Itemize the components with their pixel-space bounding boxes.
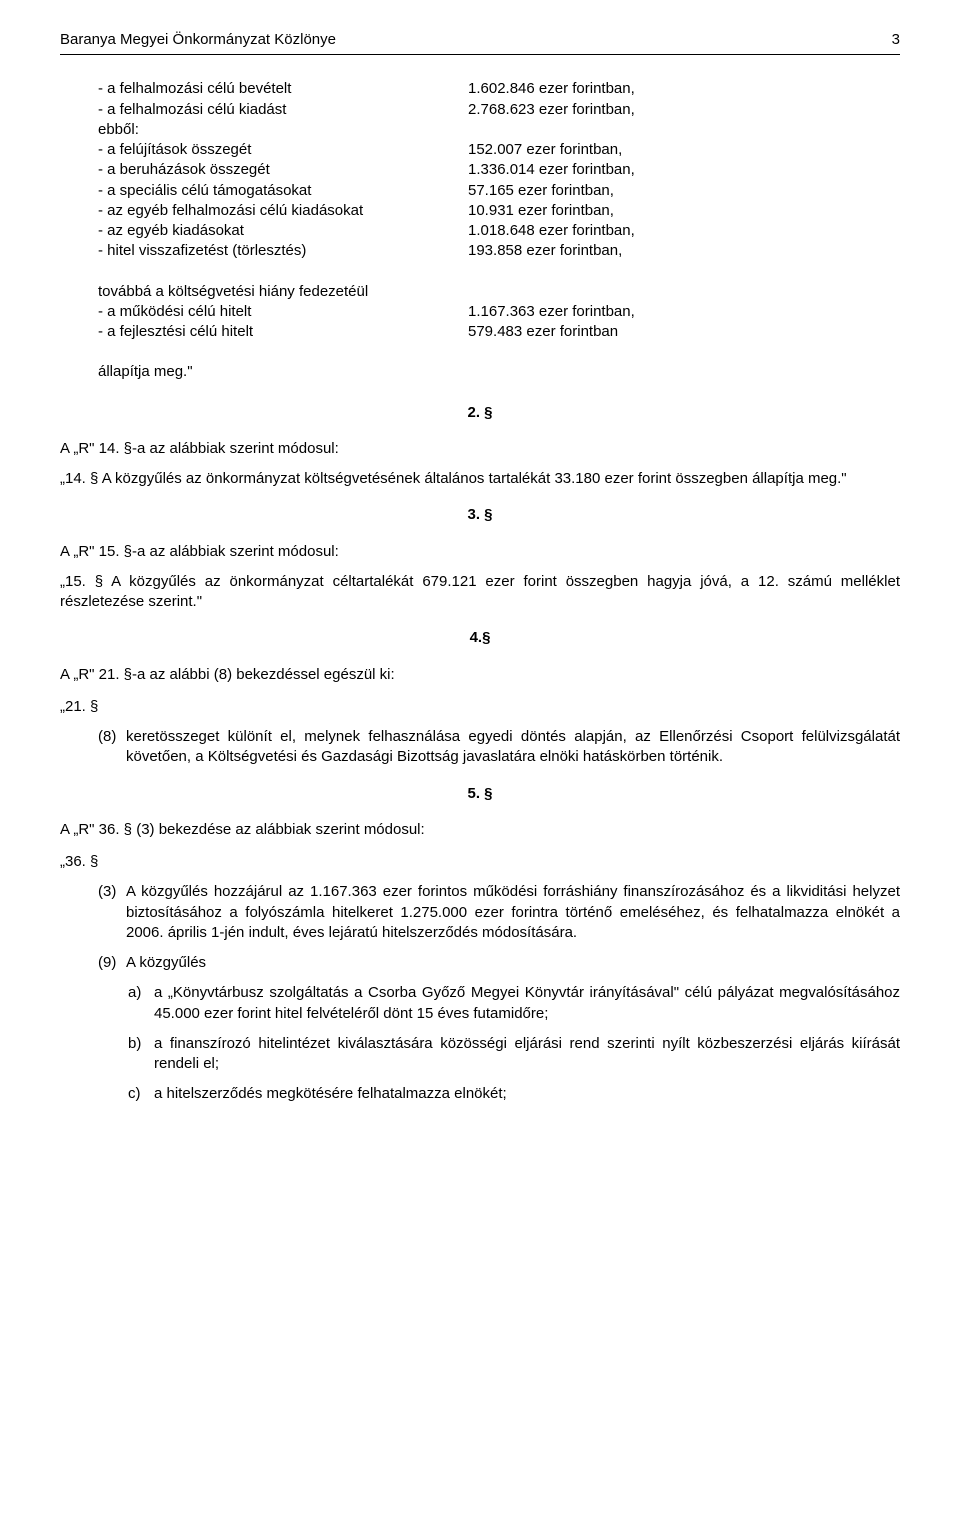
deficit-intro: továbbá a költségvetési hiány fedezetéül xyxy=(98,282,900,302)
section-heading: A „R" 36. § (3) bekezdése az alábbiak sz… xyxy=(60,820,900,840)
budget-row: - hitel visszafizetést (törlesztés) 193.… xyxy=(98,241,900,261)
section-body: „15. § A közgyűlés az önkormányzat célta… xyxy=(60,572,900,613)
paragraph-ref: „36. § xyxy=(60,852,900,872)
budget-row: - a felhalmozási célú kiadást 2.768.623 … xyxy=(98,100,900,120)
section-heading: A „R" 21. §-a az alábbi (8) bekezdéssel … xyxy=(60,665,900,685)
section-number: 4.§ xyxy=(60,628,900,648)
list-marker: a) xyxy=(128,983,154,1024)
budget-value: 1.336.014 ezer forintban, xyxy=(468,160,900,180)
budget-row: - a felhalmozási célú bevételt 1.602.846… xyxy=(98,79,900,99)
list-text: a finanszírozó hitelintézet kiválasztásá… xyxy=(154,1034,900,1075)
deficit-block: továbbá a költségvetési hiány fedezetéül… xyxy=(98,282,900,343)
list-text: A közgyűlés hozzájárul az 1.167.363 ezer… xyxy=(126,882,900,943)
header-title: Baranya Megyei Önkormányzat Közlönye xyxy=(60,30,336,50)
budget-value: 1.602.846 ezer forintban, xyxy=(468,79,900,99)
page-header: Baranya Megyei Önkormányzat Közlönye 3 xyxy=(60,30,900,55)
list-item: b) a finanszírozó hitelintézet kiválaszt… xyxy=(128,1034,900,1075)
list-item: c) a hitelszerződés megkötésére felhatal… xyxy=(128,1084,900,1104)
budget-label: - a beruházások összegét xyxy=(98,160,468,180)
section-number: 2. § xyxy=(60,403,900,423)
list-marker: b) xyxy=(128,1034,154,1075)
budget-value: 10.931 ezer forintban, xyxy=(468,201,900,221)
section-body: „14. § A közgyűlés az önkormányzat költs… xyxy=(60,469,900,489)
budget-value: 1.018.648 ezer forintban, xyxy=(468,221,900,241)
list-marker: (3) xyxy=(98,882,126,943)
budget-label: - a felhalmozási célú kiadást xyxy=(98,100,468,120)
list-text: A közgyűlés xyxy=(126,953,900,973)
list-text: a hitelszerződés megkötésére felhatalmaz… xyxy=(154,1084,900,1104)
list-marker: (8) xyxy=(98,727,126,768)
list-item: (8) keretösszeget különít el, melynek fe… xyxy=(98,727,900,768)
list-item: a) a „Könyvtárbusz szolgáltatás a Csorba… xyxy=(128,983,900,1024)
list-item: (9) A közgyűlés xyxy=(98,953,900,973)
budget-row: - a működési célú hitelt 1.167.363 ezer … xyxy=(98,302,900,322)
budget-label: - a speciális célú támogatásokat xyxy=(98,181,468,201)
budget-row: - az egyéb felhalmozási célú kiadásokat … xyxy=(98,201,900,221)
budget-value: 57.165 ezer forintban, xyxy=(468,181,900,201)
list-marker: (9) xyxy=(98,953,126,973)
budget-label: - az egyéb felhalmozási célú kiadásokat xyxy=(98,201,468,221)
budget-value: 193.858 ezer forintban, xyxy=(468,241,900,261)
budget-value: 1.167.363 ezer forintban, xyxy=(468,302,900,322)
list-item: (3) A közgyűlés hozzájárul az 1.167.363 … xyxy=(98,882,900,943)
section-number: 3. § xyxy=(60,505,900,525)
budget-label: - hitel visszafizetést (törlesztés) xyxy=(98,241,468,261)
budget-row: - az egyéb kiadásokat 1.018.648 ezer for… xyxy=(98,221,900,241)
budget-row: - a felújítások összegét 152.007 ezer fo… xyxy=(98,140,900,160)
budget-label: - a működési célú hitelt xyxy=(98,302,468,322)
section-number: 5. § xyxy=(60,784,900,804)
budget-value: 152.007 ezer forintban, xyxy=(468,140,900,160)
budget-value xyxy=(468,120,900,140)
budget-label: ebből: xyxy=(98,120,468,140)
section-heading: A „R" 15. §-a az alábbiak szerint módosu… xyxy=(60,542,900,562)
indent-block: (8) keretösszeget különít el, melynek fe… xyxy=(98,727,900,768)
indent-block: (3) A közgyűlés hozzájárul az 1.167.363 … xyxy=(98,882,900,1104)
header-page-number: 3 xyxy=(892,30,900,50)
list-text: a „Könyvtárbusz szolgáltatás a Csorba Gy… xyxy=(154,983,900,1024)
list-text: keretösszeget különít el, melynek felhas… xyxy=(126,727,900,768)
budget-row: - a fejlesztési célú hitelt 579.483 ezer… xyxy=(98,322,900,342)
budget-closing: állapítja meg." xyxy=(98,362,900,382)
budget-label: - a felújítások összegét xyxy=(98,140,468,160)
budget-value: 2.768.623 ezer forintban, xyxy=(468,100,900,120)
budget-label: - az egyéb kiadásokat xyxy=(98,221,468,241)
budget-label: - a fejlesztési célú hitelt xyxy=(98,322,468,342)
section-heading: A „R" 14. §-a az alábbiak szerint módosu… xyxy=(60,439,900,459)
nested-list: a) a „Könyvtárbusz szolgáltatás a Csorba… xyxy=(128,983,900,1104)
list-marker: c) xyxy=(128,1084,154,1104)
paragraph-ref: „21. § xyxy=(60,697,900,717)
budget-label: - a felhalmozási célú bevételt xyxy=(98,79,468,99)
budget-block: - a felhalmozási célú bevételt 1.602.846… xyxy=(98,79,900,261)
budget-value: 579.483 ezer forintban xyxy=(468,322,900,342)
closing-text: állapítja meg." xyxy=(98,363,193,380)
budget-row: - a beruházások összegét 1.336.014 ezer … xyxy=(98,160,900,180)
budget-row: ebből: xyxy=(98,120,900,140)
budget-row: - a speciális célú támogatásokat 57.165 … xyxy=(98,181,900,201)
